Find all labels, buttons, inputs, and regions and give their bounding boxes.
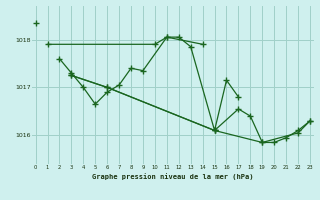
- X-axis label: Graphe pression niveau de la mer (hPa): Graphe pression niveau de la mer (hPa): [92, 173, 253, 180]
